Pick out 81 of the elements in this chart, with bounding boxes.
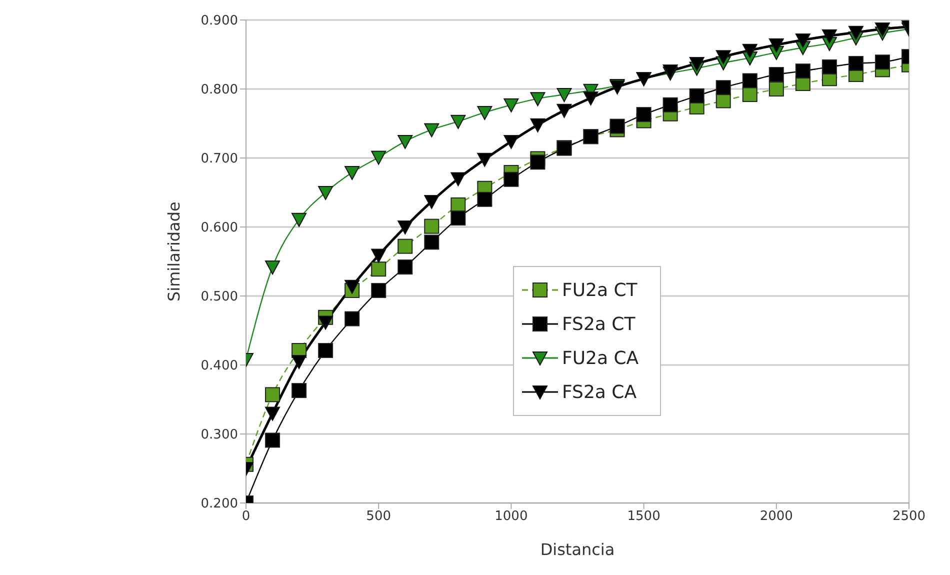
point <box>716 50 731 64</box>
point <box>424 218 440 234</box>
point <box>477 192 492 207</box>
point <box>292 383 307 398</box>
point <box>265 387 280 402</box>
point <box>504 134 519 149</box>
y-tick-label: 0.600 <box>200 220 238 236</box>
x-tick-label: 2000 <box>760 509 793 524</box>
point <box>610 118 625 134</box>
x-tick-label: 500 <box>366 509 392 524</box>
y-tick-label: 0.500 <box>200 290 238 305</box>
point <box>398 220 413 234</box>
point <box>477 152 492 167</box>
x-axis-title: Distancia <box>540 540 615 559</box>
y-tick-label: 0.400 <box>200 358 238 374</box>
point <box>795 34 810 48</box>
point <box>450 172 466 186</box>
point <box>768 82 784 96</box>
point <box>398 260 413 275</box>
point <box>530 154 546 170</box>
y-tick-label: 0.900 <box>200 14 238 29</box>
point <box>874 54 890 70</box>
point <box>344 280 360 294</box>
point <box>556 88 572 102</box>
point <box>371 262 386 277</box>
point <box>292 212 307 227</box>
point <box>424 123 440 138</box>
point <box>662 97 678 112</box>
y-tick-label: 0.800 <box>200 82 238 98</box>
y-tick-label: 0.300 <box>200 428 238 443</box>
point <box>450 114 466 129</box>
point <box>398 134 413 149</box>
point <box>265 406 280 421</box>
point <box>742 73 758 88</box>
x-tick-label: 0 <box>242 509 250 524</box>
point <box>318 316 334 330</box>
point <box>848 56 864 71</box>
y-tick-label: 0.200 <box>200 496 238 512</box>
point <box>874 22 890 36</box>
point <box>292 355 307 370</box>
x-tick-label: 2500 <box>892 509 926 524</box>
point <box>265 260 280 275</box>
point <box>371 282 386 298</box>
legend-label: FU2a CA <box>562 348 639 368</box>
point <box>742 87 758 102</box>
legend-label: FU2a CT <box>562 280 638 300</box>
point <box>371 248 386 263</box>
point <box>822 59 837 74</box>
point <box>424 234 440 250</box>
point <box>398 238 413 254</box>
point <box>318 343 334 358</box>
point <box>768 38 784 52</box>
legend-label: FS2a CA <box>562 382 637 402</box>
point <box>768 67 784 82</box>
y-tick-label: 0.700 <box>200 152 238 167</box>
point <box>822 29 837 44</box>
point <box>742 44 758 58</box>
x-tick-label: 1000 <box>494 509 528 524</box>
point <box>530 92 546 106</box>
point <box>371 150 386 165</box>
point <box>344 311 360 326</box>
point <box>795 64 810 79</box>
point <box>689 56 704 71</box>
point <box>450 210 466 226</box>
point <box>689 88 704 104</box>
point <box>318 186 334 200</box>
point <box>530 118 546 132</box>
point <box>848 26 864 40</box>
point <box>583 91 598 106</box>
point <box>265 432 280 448</box>
x-tick-label: 1500 <box>627 509 660 524</box>
point <box>344 166 360 180</box>
point <box>477 106 492 120</box>
point <box>716 80 731 96</box>
point <box>556 104 572 118</box>
point <box>504 172 519 187</box>
point <box>636 107 652 122</box>
point <box>424 194 440 209</box>
legend-label: FS2a CT <box>562 314 636 334</box>
y-axis-title: Similaridade <box>164 202 184 302</box>
point <box>504 98 519 112</box>
